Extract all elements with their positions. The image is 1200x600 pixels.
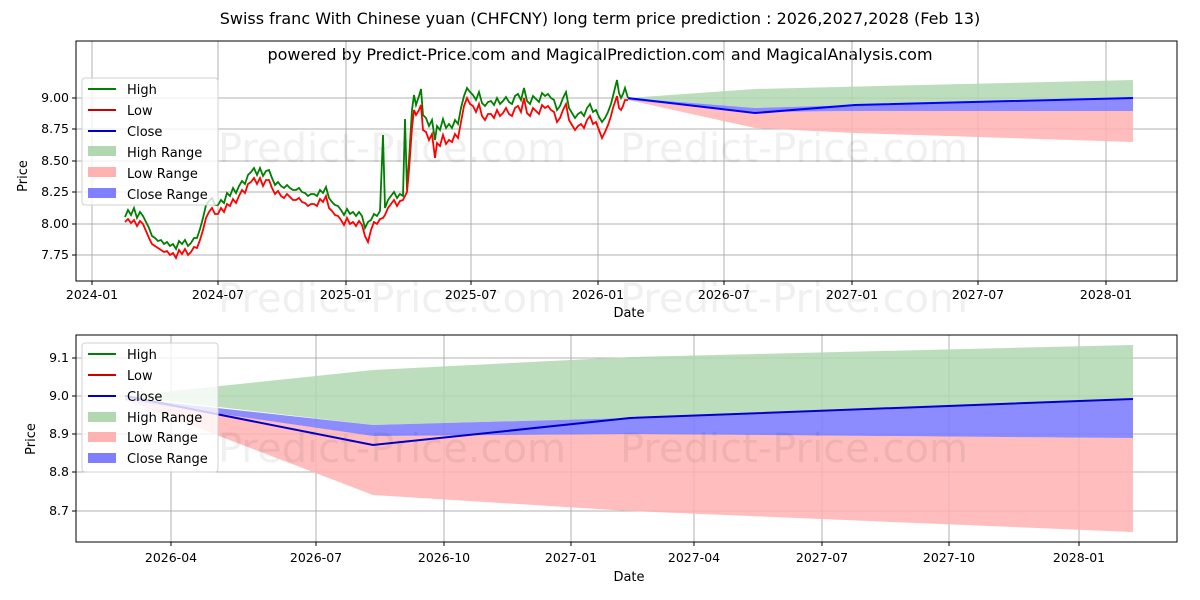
svg-text:2027-10: 2027-10	[923, 550, 975, 565]
svg-text:8.75: 8.75	[41, 121, 69, 136]
legend-high-range-label: High Range	[127, 146, 202, 161]
top-low-line	[124, 95, 628, 261]
svg-text:2024-07: 2024-07	[192, 287, 244, 302]
legend-close-range-swatch	[88, 188, 116, 198]
watermark: Predict-Price.com	[218, 426, 566, 472]
bottom-close-forecast-line	[124, 395, 1134, 447]
watermark: Predict-Price.com	[620, 276, 968, 322]
svg-text:2026-04: 2026-04	[145, 550, 197, 565]
legend-close-label: Close	[127, 125, 162, 140]
svg-text:7.75: 7.75	[41, 247, 69, 262]
svg-text:2028-01: 2028-01	[1053, 550, 1105, 565]
legend-low-label: Low	[127, 104, 153, 119]
legend-close-label: Close	[127, 390, 162, 405]
svg-text:2027-01: 2027-01	[545, 550, 597, 565]
legend-close-range-label: Close Range	[127, 188, 208, 203]
legend-high-range-label: High Range	[127, 411, 202, 426]
chart-subtitle: powered by Predict-Price.com and Magical…	[267, 45, 933, 64]
svg-text:2028-01: 2028-01	[1080, 287, 1132, 302]
top-grid	[76, 41, 1177, 281]
svg-text:8.8: 8.8	[49, 464, 69, 479]
svg-text:2026-10: 2026-10	[418, 550, 470, 565]
bottom-close-range-band	[125, 398, 1133, 438]
svg-text:9.1: 9.1	[49, 350, 69, 365]
legend-close-range-label: Close Range	[127, 452, 208, 467]
svg-text:8.9: 8.9	[49, 426, 69, 441]
svg-text:9.00: 9.00	[41, 90, 69, 105]
svg-text:9.0: 9.0	[49, 388, 69, 403]
bottom-high-range-band	[125, 345, 1133, 425]
svg-text:2024-01: 2024-01	[66, 287, 118, 302]
svg-text:2027-07: 2027-07	[952, 287, 1004, 302]
svg-text:8.25: 8.25	[41, 184, 69, 199]
legend-high-range-swatch	[88, 146, 116, 156]
bottom-y-tick-labels: 9.1 9.0 8.9 8.8 8.7	[49, 350, 69, 518]
legend-close-range-swatch	[88, 453, 116, 463]
top-close-forecast-line	[627, 97, 1134, 115]
top-x-tick-labels: 2024-01 2024-07 2025-01 2025-07 2026-01 …	[66, 287, 1132, 302]
bottom-x-tick-labels: 2026-04 2026-07 2026-10 2027-01 2027-04 …	[145, 550, 1105, 565]
svg-text:2027-04: 2027-04	[668, 550, 720, 565]
legend-high-range-swatch	[88, 412, 116, 422]
legend-low-range-swatch	[88, 167, 116, 177]
legend-high-label: High	[127, 83, 157, 98]
top-legend: High Low Close High Range Low Range Clos…	[81, 77, 219, 206]
bottom-x-axis-label: Date	[613, 570, 644, 585]
bottom-chart: Predict-Price.com Predict-Price.com 9.1 …	[24, 334, 1178, 585]
legend-low-range-swatch	[88, 432, 116, 442]
legend-low-range-label: Low Range	[127, 167, 198, 182]
bottom-axes-frame	[75, 334, 1178, 543]
svg-text:2026-01: 2026-01	[572, 287, 624, 302]
svg-text:8.00: 8.00	[41, 216, 69, 231]
watermark: Predict-Price.com	[218, 126, 566, 172]
top-y-axis-label: Price	[16, 160, 31, 192]
top-low-range-band	[628, 100, 1133, 142]
bottom-legend: High Low Close High Range Low Range Clos…	[81, 342, 219, 473]
top-x-axis-label: Date	[613, 306, 644, 321]
top-y-tick-labels: 9.00 8.75 8.50 8.25 8.00 7.75	[41, 90, 69, 262]
legend-low-label: Low	[127, 369, 153, 384]
svg-text:2025-01: 2025-01	[320, 287, 372, 302]
svg-text:2027-01: 2027-01	[826, 287, 878, 302]
watermark: Predict-Price.com	[620, 426, 968, 472]
svg-text:2026-07: 2026-07	[698, 287, 750, 302]
top-chart: Predict-Price.com Predict-Price.com Pred…	[16, 40, 1178, 322]
svg-text:2025-07: 2025-07	[445, 287, 497, 302]
svg-text:8.7: 8.7	[49, 503, 69, 518]
bottom-low-range-band	[125, 400, 1133, 532]
svg-text:2026-07: 2026-07	[290, 550, 342, 565]
legend-high-label: High	[127, 348, 157, 363]
chart-title: Swiss franc With Chinese yuan (CHFCNY) l…	[219, 9, 981, 28]
bottom-y-axis-label: Price	[24, 423, 39, 455]
legend-low-range-label: Low Range	[127, 431, 198, 446]
watermark: Predict-Price.com	[218, 276, 566, 322]
svg-text:8.50: 8.50	[41, 153, 69, 168]
svg-text:2027-07: 2027-07	[796, 550, 848, 565]
